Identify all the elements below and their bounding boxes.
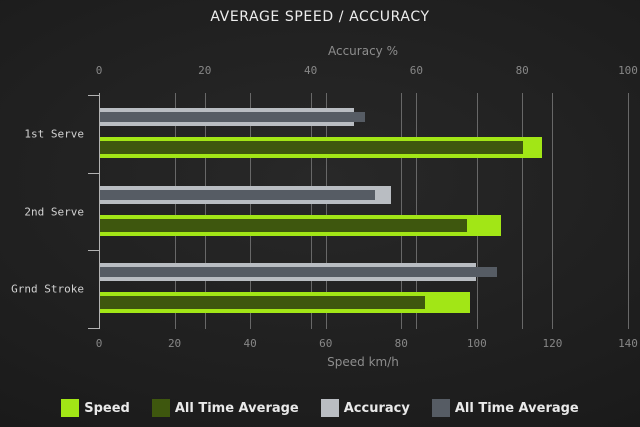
top-axis-tick-label-60: 60: [409, 64, 424, 77]
bottom-axis-tick-label-60: 60: [319, 337, 333, 350]
bottom-axis-tick-label-140: 140: [618, 337, 638, 350]
bottom-axis-tick-label-0: 0: [95, 337, 103, 350]
top-axis-title: Accuracy %: [327, 44, 399, 58]
top-axis-tick-label-20: 20: [198, 64, 212, 77]
legend-item-1-all-time-average: All Time Average: [151, 399, 299, 417]
legend-label: All Time Average: [174, 400, 299, 416]
category-boundary-tick: [88, 95, 99, 96]
bottom-axis-tick-label-80: 80: [394, 337, 408, 350]
accuracy-alltime-bar-2nd-serve: [100, 189, 376, 200]
legend-item-3-all-time-average: All Time Average: [431, 399, 579, 417]
speed-alltime-bar-grnd-stroke: [100, 296, 425, 310]
legend-item-0-speed: Speed: [61, 399, 130, 417]
gridline-bottom-40: [250, 93, 252, 329]
gridline-top-40: [310, 93, 312, 329]
bottom-axis-tick-label-20: 20: [167, 337, 182, 350]
gridline-bottom-120: [552, 93, 554, 329]
legend-label: All Time Average: [454, 400, 579, 416]
speed-alltime-bar-2nd-serve: [100, 218, 467, 232]
top-axis-tick-label-80: 80: [515, 64, 529, 77]
gridline-bottom-60: [325, 93, 327, 329]
legend: Speed All Time Average Accuracy All Time Av…: [0, 397, 640, 419]
y-axis-line: [99, 93, 100, 329]
category-label-2nd-serve: 2nd Serve: [24, 205, 84, 218]
category-boundary-tick: [88, 328, 99, 329]
top-axis-tick-label-100: 100: [618, 64, 638, 77]
legend-swatch-2-accuracy: [320, 399, 339, 417]
chart-title: AVERAGE SPEED / ACCURACY: [210, 9, 430, 25]
legend-label: Accuracy: [343, 400, 410, 416]
gridline-top-80: [522, 93, 524, 329]
category-boundary-tick: [88, 250, 99, 252]
category-boundary-tick: [88, 172, 99, 174]
bottom-axis-title: Speed km/h: [327, 355, 399, 369]
bottom-axis-tick-label-120: 120: [542, 337, 563, 350]
legend-label: Speed: [84, 400, 130, 416]
bottom-axis-tick-label-100: 100: [466, 337, 487, 350]
category-label-1st-serve: 1st Serve: [24, 127, 84, 141]
gridline-top-60: [416, 93, 418, 329]
gridline-bottom-140: [628, 93, 629, 329]
top-axis-tick-label-0: 0: [95, 64, 103, 77]
accuracy-alltime-bar-grnd-stroke: [100, 267, 497, 278]
legend-swatch-0-speed: [61, 399, 80, 417]
legend-item-2-accuracy: Accuracy: [320, 399, 410, 417]
top-axis-tick-label-40: 40: [303, 64, 318, 77]
speed-alltime-bar-1st-serve: [100, 141, 524, 154]
gridline-bottom-80: [401, 93, 403, 329]
gridline-bottom-100: [476, 93, 478, 329]
bottom-axis-tick-label-40: 40: [243, 337, 257, 350]
legend-swatch-1-all-time-average: [151, 399, 170, 417]
legend-swatch-3-all-time-average: [431, 399, 450, 417]
accuracy-alltime-bar-1st-serve: [100, 112, 365, 122]
gridline-bottom-20: [174, 93, 176, 329]
category-label-grnd-stroke: Grnd Stroke: [11, 282, 84, 296]
gridline-top-20: [204, 93, 206, 329]
